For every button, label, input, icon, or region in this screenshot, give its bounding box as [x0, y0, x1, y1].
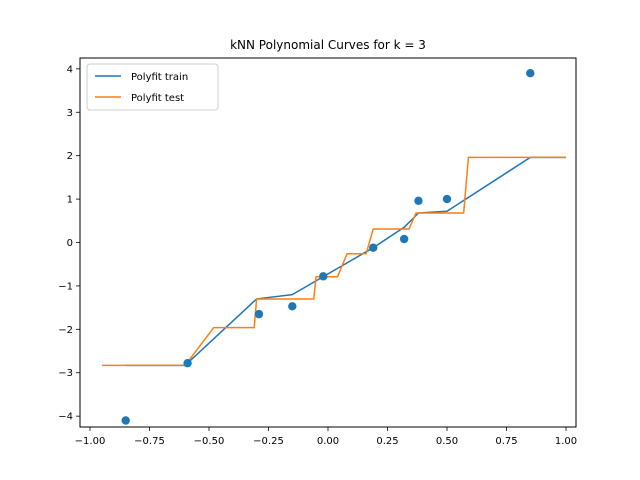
legend-label: Polyfit train	[131, 72, 188, 83]
y-tick-label: 4	[67, 64, 73, 75]
scatter-point	[369, 243, 378, 252]
y-tick-label: 0	[67, 238, 73, 249]
y-axis: −4 −3 −2 −1 0 1 2 3 4	[58, 64, 80, 423]
x-tick-label: −0.25	[253, 436, 284, 447]
x-tick-label: −0.50	[194, 436, 225, 447]
x-tick-label: 0.50	[436, 436, 458, 447]
scatter-point	[183, 358, 192, 368]
plot-area	[79, 57, 577, 428]
x-tick-label: 1.00	[555, 436, 577, 447]
x-axis: −1.00 −0.75 −0.50 −0.25 0.00 0.25 0.50 0.75 1.00	[75, 427, 577, 447]
x-tick-label: 0.00	[317, 436, 339, 447]
y-tick-label: −2	[58, 325, 73, 336]
chart-marks	[101, 68, 566, 425]
chart-title: kNN Polynomial Curves for k = 3	[230, 38, 426, 52]
series-line-polyfit-train	[125, 156, 566, 367]
scatter-point	[288, 302, 297, 311]
series-line-polyfit-test	[101, 156, 566, 367]
x-tick-label: −0.75	[134, 436, 165, 447]
y-tick-label: −4	[58, 412, 73, 423]
x-tick-label: 0.75	[495, 436, 517, 447]
x-tick-label: −1.00	[75, 436, 106, 447]
legend: Polyfit train Polyfit test	[86, 63, 219, 111]
axes-background	[80, 58, 576, 427]
scatter-point	[121, 416, 130, 425]
y-tick-label: 1	[67, 195, 73, 206]
scatter-point	[319, 272, 328, 281]
y-tick-label: 2	[67, 151, 73, 162]
y-tick-label: 3	[67, 108, 73, 119]
legend-label: Polyfit test	[131, 93, 184, 104]
y-tick-label: −3	[58, 368, 73, 379]
scatter-point	[254, 309, 264, 319]
scatter-point	[414, 196, 423, 206]
scatter-point	[442, 194, 452, 204]
y-tick-label: −1	[58, 281, 73, 292]
scatter-point	[399, 234, 409, 244]
x-tick-label: 0.25	[376, 436, 398, 447]
scatter-point	[526, 68, 535, 78]
